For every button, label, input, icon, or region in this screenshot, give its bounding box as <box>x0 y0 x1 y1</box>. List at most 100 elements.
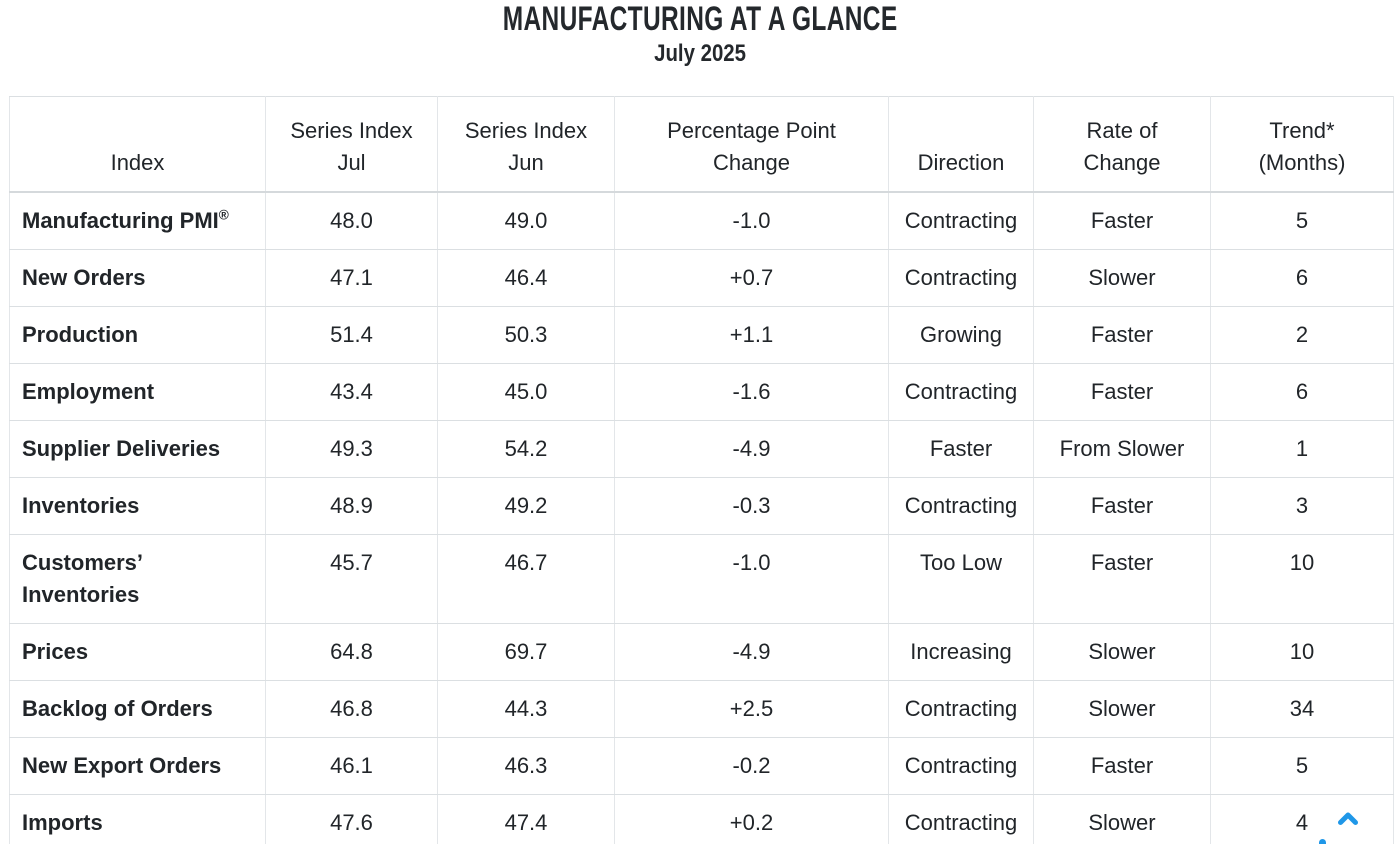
cell-change: -4.9 <box>614 419 889 478</box>
table-row-supplier-deliveries: Supplier Deliveries 49.3 54.2 -4.9 Faste… <box>9 419 1394 478</box>
column-header-index: Index <box>9 96 266 193</box>
cell-series-jul: 45.7 <box>265 533 438 624</box>
registered-trademark-symbol: ® <box>218 207 229 223</box>
cell-rate: Slower <box>1033 622 1211 681</box>
cell-change: +0.7 <box>614 248 889 307</box>
cell-series-jul: 48.9 <box>265 476 438 535</box>
table-row-prices: Prices 64.8 69.7 -4.9 Increasing Slower … <box>9 622 1394 681</box>
cell-change: -1.6 <box>614 362 889 421</box>
table-row-imports: Imports 47.6 47.4 +0.2 Contracting Slowe… <box>9 793 1394 844</box>
table-row-backlog-of-orders: Backlog of Orders 46.8 44.3 +2.5 Contrac… <box>9 679 1394 738</box>
cell-index: Inventories <box>9 476 266 535</box>
cell-trend: 3 <box>1210 476 1394 535</box>
cell-direction: Contracting <box>888 736 1034 795</box>
table-row-new-orders: New Orders 47.1 46.4 +0.7 Contracting Sl… <box>9 248 1394 307</box>
chevron-up-icon <box>1336 812 1360 834</box>
cell-trend: 5 <box>1210 191 1394 250</box>
table-header-row: Index Series Index Jul Series Index Jun … <box>9 96 1394 193</box>
cell-rate: Faster <box>1033 476 1211 535</box>
cell-change: +0.2 <box>614 793 889 844</box>
cell-series-jul: 46.1 <box>265 736 438 795</box>
cell-series-jun: 54.2 <box>437 419 615 478</box>
cell-series-jul: 47.1 <box>265 248 438 307</box>
cell-series-jul: 43.4 <box>265 362 438 421</box>
column-header-rate: Rate of Change <box>1033 96 1211 193</box>
table-row-new-export-orders: New Export Orders 46.1 46.3 -0.2 Contrac… <box>9 736 1394 795</box>
cell-series-jun: 47.4 <box>437 793 615 844</box>
cell-trend: 10 <box>1210 533 1394 624</box>
cell-series-jun: 46.4 <box>437 248 615 307</box>
cell-change: +1.1 <box>614 305 889 364</box>
cell-index: Backlog of Orders <box>9 679 266 738</box>
column-header-series-jun: Series Index Jun <box>437 96 615 193</box>
cell-trend: 5 <box>1210 736 1394 795</box>
cell-series-jun: 69.7 <box>437 622 615 681</box>
table-row-employment: Employment 43.4 45.0 -1.6 Contracting Fa… <box>9 362 1394 421</box>
cell-direction: Faster <box>888 419 1034 478</box>
cell-rate: Slower <box>1033 248 1211 307</box>
cell-change: -0.2 <box>614 736 889 795</box>
cell-series-jun: 45.0 <box>437 362 615 421</box>
cell-series-jun: 46.3 <box>437 736 615 795</box>
partial-cutoff-icon <box>1319 839 1326 844</box>
back-to-top-button[interactable] <box>1336 807 1360 831</box>
cell-index: Imports <box>9 793 266 844</box>
cell-direction: Contracting <box>888 191 1034 250</box>
table-row-manufacturing-pmi: Manufacturing PMI® 48.0 49.0 -1.0 Contra… <box>9 191 1394 250</box>
cell-series-jul: 49.3 <box>265 419 438 478</box>
table-row-customers-inventories: Customers’ Inventories 45.7 46.7 -1.0 To… <box>9 533 1394 624</box>
cell-direction: Increasing <box>888 622 1034 681</box>
cell-change: +2.5 <box>614 679 889 738</box>
page-title: MANUFACTURING AT A GLANCE <box>502 0 898 38</box>
cell-direction: Contracting <box>888 679 1034 738</box>
cell-index: Customers’ Inventories <box>9 533 266 624</box>
table-header: Index Series Index Jul Series Index Jun … <box>9 96 1394 193</box>
cell-direction: Contracting <box>888 476 1034 535</box>
cell-trend: 6 <box>1210 362 1394 421</box>
page-subtitle: July 2025 <box>654 40 746 67</box>
column-header-series-jul: Series Index Jul <box>265 96 438 193</box>
cell-direction: Contracting <box>888 793 1034 844</box>
cell-series-jun: 44.3 <box>437 679 615 738</box>
table-row-production: Production 51.4 50.3 +1.1 Growing Faster… <box>9 305 1394 364</box>
cell-series-jun: 50.3 <box>437 305 615 364</box>
column-header-trend: Trend* (Months) <box>1210 96 1394 193</box>
cell-series-jun: 49.2 <box>437 476 615 535</box>
column-header-change: Percentage Point Change <box>614 96 889 193</box>
cell-index: Supplier Deliveries <box>9 419 266 478</box>
cell-trend: 34 <box>1210 679 1394 738</box>
cell-rate: Faster <box>1033 736 1211 795</box>
column-header-direction: Direction <box>888 96 1034 193</box>
cell-index: Employment <box>9 362 266 421</box>
cell-change: -0.3 <box>614 476 889 535</box>
cell-series-jun: 46.7 <box>437 533 615 624</box>
cell-direction: Too Low <box>888 533 1034 624</box>
cell-rate: Faster <box>1033 305 1211 364</box>
cell-series-jul: 48.0 <box>265 191 438 250</box>
manufacturing-at-a-glance-table: Index Series Index Jul Series Index Jun … <box>9 96 1394 844</box>
cell-series-jul: 46.8 <box>265 679 438 738</box>
cell-index: Prices <box>9 622 266 681</box>
page-header: MANUFACTURING AT A GLANCE July 2025 <box>0 0 1400 67</box>
cell-index: New Export Orders <box>9 736 266 795</box>
cell-direction: Contracting <box>888 248 1034 307</box>
cell-index: Manufacturing PMI® <box>9 191 266 250</box>
cell-trend: 2 <box>1210 305 1394 364</box>
index-label: Manufacturing PMI <box>22 207 219 233</box>
cell-series-jul: 51.4 <box>265 305 438 364</box>
cell-direction: Growing <box>888 305 1034 364</box>
cell-trend: 4 <box>1210 793 1394 844</box>
cell-rate: Faster <box>1033 533 1211 624</box>
cell-trend: 6 <box>1210 248 1394 307</box>
cell-rate: From Slower <box>1033 419 1211 478</box>
cell-series-jul: 47.6 <box>265 793 438 844</box>
cell-rate: Slower <box>1033 793 1211 844</box>
cell-rate: Faster <box>1033 362 1211 421</box>
cell-change: -4.9 <box>614 622 889 681</box>
table-body: Manufacturing PMI® 48.0 49.0 -1.0 Contra… <box>9 191 1394 844</box>
cell-series-jun: 49.0 <box>437 191 615 250</box>
cell-change: -1.0 <box>614 533 889 624</box>
cell-trend: 1 <box>1210 419 1394 478</box>
cell-index: Production <box>9 305 266 364</box>
cell-rate: Faster <box>1033 191 1211 250</box>
